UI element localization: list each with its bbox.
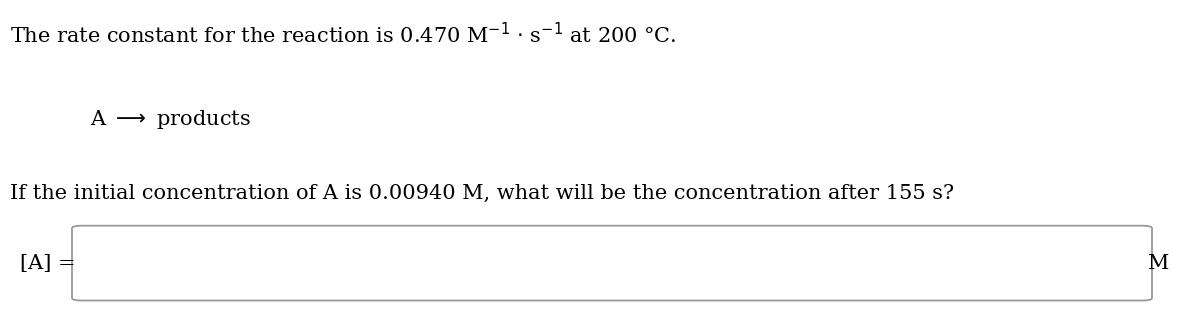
Text: [A] =: [A] = [20,254,76,273]
Text: A $\longrightarrow$ products: A $\longrightarrow$ products [90,108,251,131]
Text: If the initial concentration of A is 0.00940 M, what will be the concentration a: If the initial concentration of A is 0.0… [10,184,954,203]
Text: The rate constant for the reaction is 0.470 M$^{-1}$ $\cdot$ s$^{-1}$ at 200 °C.: The rate constant for the reaction is 0.… [10,22,677,47]
Text: M: M [1148,254,1170,273]
FancyBboxPatch shape [72,226,1152,301]
